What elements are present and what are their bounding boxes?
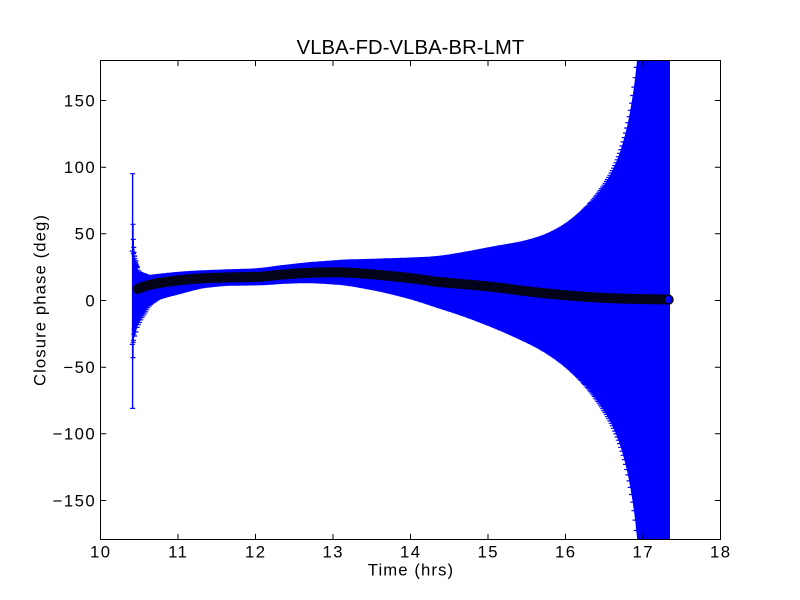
svg-text:−150: −150	[53, 491, 97, 510]
svg-text:17: 17	[633, 543, 655, 562]
svg-text:14: 14	[400, 543, 422, 562]
svg-text:100: 100	[64, 158, 96, 177]
svg-text:50: 50	[75, 225, 97, 244]
svg-text:15: 15	[478, 543, 500, 562]
svg-text:11: 11	[168, 543, 188, 562]
svg-text:−50: −50	[63, 358, 96, 377]
svg-text:10: 10	[90, 543, 112, 562]
svg-text:16: 16	[555, 543, 577, 562]
svg-text:VLBA-FD-VLBA-BR-LMT: VLBA-FD-VLBA-BR-LMT	[297, 37, 525, 59]
svg-text:0: 0	[85, 291, 96, 310]
svg-text:18: 18	[710, 543, 732, 562]
svg-text:Time (hrs): Time (hrs)	[368, 561, 454, 580]
svg-text:150: 150	[64, 91, 96, 110]
svg-text:12: 12	[245, 543, 267, 562]
svg-text:Closure phase (deg): Closure phase (deg)	[30, 214, 49, 386]
svg-text:−100: −100	[53, 425, 97, 444]
svg-text:13: 13	[323, 543, 345, 562]
